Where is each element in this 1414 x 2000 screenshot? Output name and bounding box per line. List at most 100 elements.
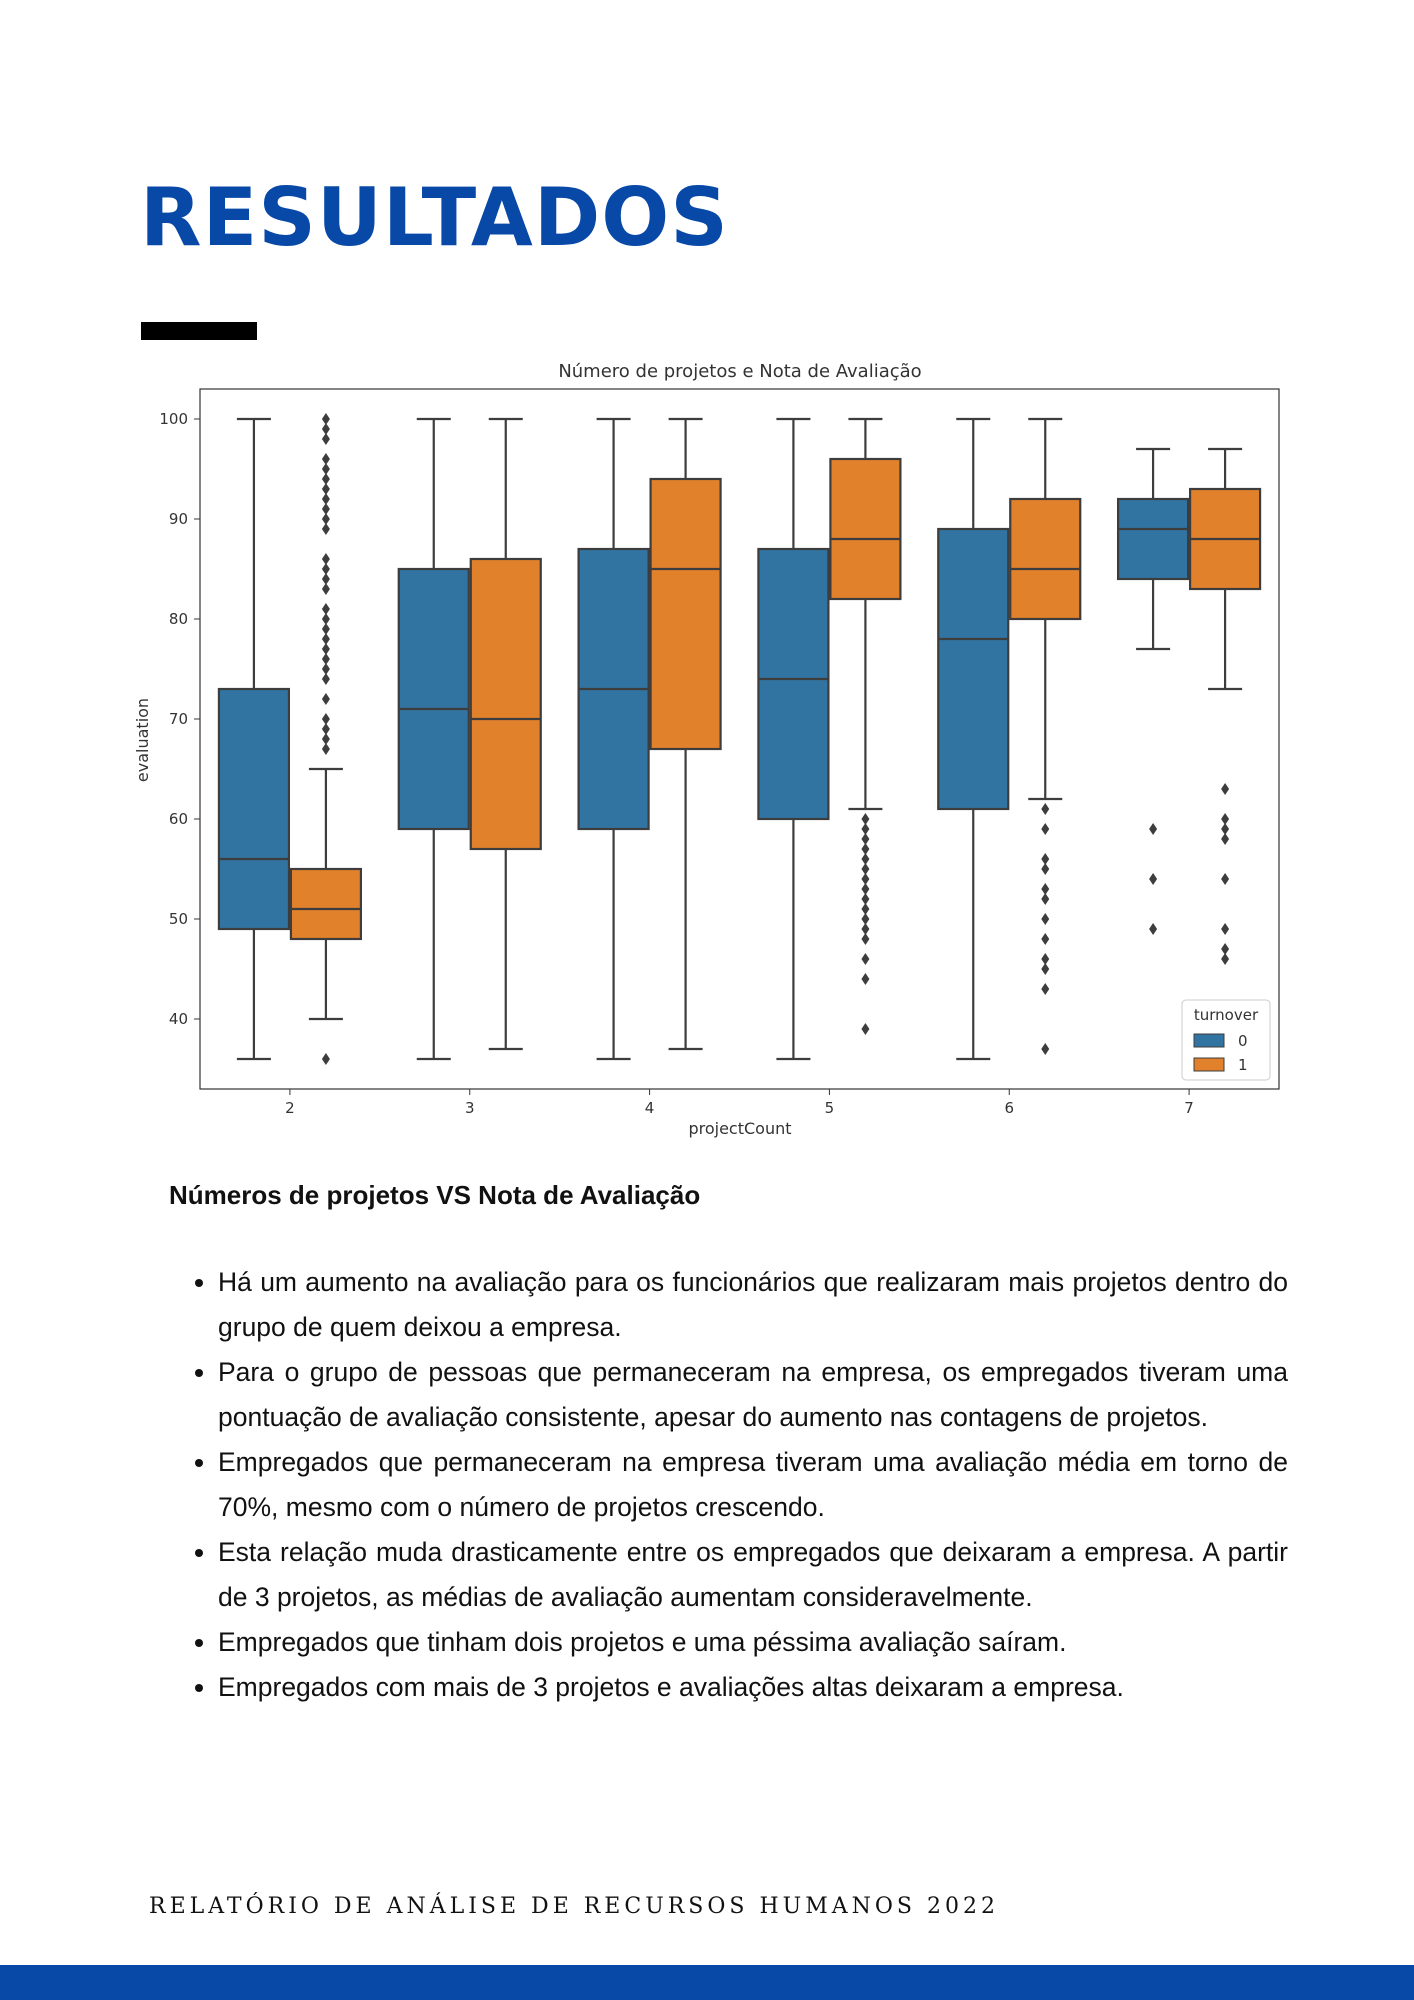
outlier-point	[1041, 1043, 1050, 1055]
outlier-point	[861, 853, 870, 865]
outlier-point	[321, 483, 330, 495]
box-series-1-cat-5	[829, 417, 902, 1035]
box-iqr	[829, 457, 902, 601]
legend-swatch-1	[1193, 1057, 1225, 1072]
outlier-point	[861, 913, 870, 925]
box-series-0-cat-3	[397, 417, 470, 1061]
outlier-point	[321, 493, 330, 505]
box-series-1-cat-7	[1188, 447, 1262, 965]
boxplot-chart: Número de projetos e Nota de Avaliação e…	[133, 361, 1280, 1138]
box-series-0-cat-7	[1116, 447, 1190, 935]
outlier-point	[861, 833, 870, 845]
outlier-point	[1221, 923, 1230, 935]
outlier-point	[321, 633, 330, 645]
box-iqr	[757, 547, 830, 821]
outlier-point	[1041, 883, 1050, 895]
outlier-point	[1221, 953, 1230, 965]
outlier-point	[321, 743, 330, 755]
outlier-point	[1149, 873, 1158, 885]
footer-text: RELATÓRIO DE ANÁLISE DE RECURSOS HUMANOS…	[149, 1894, 999, 1919]
y-tick-label: 100	[159, 410, 188, 428]
outlier-point	[861, 813, 870, 825]
outlier-point	[321, 643, 330, 655]
footer-bar	[0, 1965, 1414, 2000]
legend-swatch-0	[1193, 1033, 1225, 1048]
x-tick-label: 4	[645, 1099, 655, 1117]
outlier-point	[1221, 823, 1230, 835]
outlier-point	[1221, 943, 1230, 955]
x-tick-label: 5	[825, 1099, 835, 1117]
title-underline-bar	[141, 322, 257, 340]
y-tick-label: 40	[169, 1010, 188, 1028]
outlier-point	[321, 583, 330, 595]
outlier-point	[321, 513, 330, 525]
outlier-point	[1041, 953, 1050, 965]
outlier-point	[321, 453, 330, 465]
outlier-point	[1041, 803, 1050, 815]
outlier-point	[861, 953, 870, 965]
outlier-point	[321, 413, 330, 425]
outlier-point	[1041, 933, 1050, 945]
outlier-point	[861, 873, 870, 885]
box-iqr	[217, 687, 291, 931]
legend: turnover 0 1	[1181, 999, 1271, 1081]
legend-label-0: 0	[1238, 1032, 1248, 1050]
box-series-1-cat-2	[289, 413, 363, 1065]
box-iqr	[289, 867, 363, 941]
box-iqr	[1009, 497, 1082, 621]
outlier-point	[321, 693, 330, 705]
x-tick-label: 7	[1184, 1099, 1194, 1117]
outlier-point	[321, 663, 330, 675]
outlier-point	[861, 1023, 870, 1035]
outlier-point	[321, 673, 330, 685]
outlier-point	[861, 903, 870, 915]
chart-title: Número de projetos e Nota de Avaliação	[558, 361, 921, 382]
outlier-point	[321, 503, 330, 515]
outlier-point	[321, 723, 330, 735]
outlier-point	[1221, 833, 1230, 845]
outlier-point	[1221, 813, 1230, 825]
box-iqr	[397, 567, 470, 831]
outlier-point	[321, 713, 330, 725]
outlier-point	[861, 923, 870, 935]
box-iqr	[937, 527, 1010, 811]
list-item: Para o grupo de pessoas que permaneceram…	[218, 1350, 1288, 1440]
outlier-point	[1149, 923, 1158, 935]
outlier-point	[321, 653, 330, 665]
page-title: RESULTADOS	[140, 171, 729, 264]
outlier-point	[1041, 983, 1050, 995]
y-tick-label: 50	[169, 910, 188, 928]
box-series-0-cat-5	[757, 417, 830, 1061]
outlier-point	[321, 473, 330, 485]
plot-frame	[199, 388, 1280, 1090]
y-axis-label: evaluation	[133, 698, 152, 782]
x-tick-label: 2	[285, 1099, 295, 1117]
outlier-point	[1041, 913, 1050, 925]
outlier-point	[321, 423, 330, 435]
list-item: Empregados que tinham dois projetos e um…	[218, 1620, 1288, 1665]
outlier-point	[861, 843, 870, 855]
outlier-point	[321, 613, 330, 625]
outlier-point	[321, 463, 330, 475]
y-tick-label: 90	[169, 510, 188, 528]
outlier-point	[861, 883, 870, 895]
box-series-0-cat-6	[937, 417, 1010, 1061]
outlier-point	[1041, 863, 1050, 875]
findings-list: Há um aumento na avaliação para os funci…	[168, 1260, 1288, 1710]
outlier-point	[1041, 963, 1050, 975]
x-axis-label: projectCount	[688, 1119, 791, 1138]
outlier-point	[861, 823, 870, 835]
outlier-point	[861, 973, 870, 985]
box-series-1-cat-3	[469, 417, 542, 1051]
outlier-point	[861, 863, 870, 875]
outlier-point	[861, 893, 870, 905]
outlier-point	[321, 523, 330, 535]
outlier-point	[1221, 783, 1230, 795]
box-series-0-cat-4	[577, 417, 650, 1061]
outlier-point	[321, 433, 330, 445]
list-item: Há um aumento na avaliação para os funci…	[218, 1260, 1288, 1350]
outlier-point	[1221, 873, 1230, 885]
y-tick-label: 60	[169, 810, 188, 828]
box-series-1-cat-6	[1009, 417, 1082, 1055]
y-tick-label: 80	[169, 610, 188, 628]
